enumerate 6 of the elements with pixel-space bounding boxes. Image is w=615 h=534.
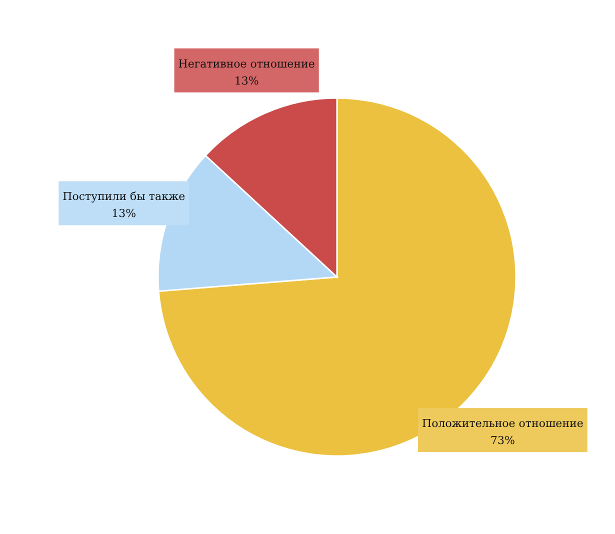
data-label: 13% <box>234 74 259 88</box>
data-label: 73% <box>490 434 515 448</box>
data-label: 13% <box>112 207 136 220</box>
slice-label: Положительное отношение <box>422 417 584 430</box>
slice-label: Негативное отношение <box>178 57 315 70</box>
slice-label: Поступили бы также <box>62 190 186 204</box>
